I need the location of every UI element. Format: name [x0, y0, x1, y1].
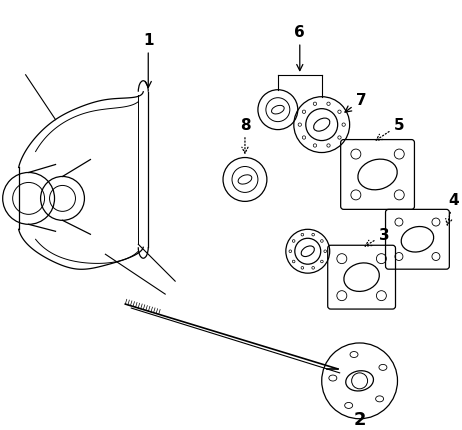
Text: 7: 7 — [345, 93, 367, 113]
Text: 5: 5 — [376, 118, 405, 141]
Text: 8: 8 — [240, 118, 250, 154]
Text: 1: 1 — [143, 33, 153, 88]
Text: 2: 2 — [353, 410, 366, 428]
Text: 3: 3 — [365, 227, 390, 246]
Text: 4: 4 — [446, 193, 459, 226]
Text: 6: 6 — [294, 25, 305, 71]
